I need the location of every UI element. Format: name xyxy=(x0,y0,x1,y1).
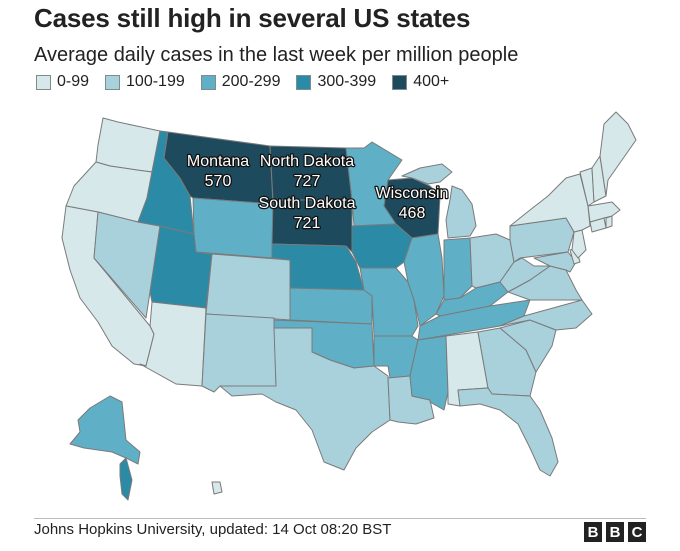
legend-item-100-199: 100-199 xyxy=(105,73,185,91)
state-colorado xyxy=(205,253,291,321)
footer-divider xyxy=(34,518,646,519)
legend-label: 0-99 xyxy=(57,73,90,90)
state-kansas xyxy=(289,287,373,325)
legend-item-200-299: 200-299 xyxy=(200,73,281,91)
legend-label: 400+ xyxy=(413,73,450,90)
legend: 0-99 100-199 200-299 300-399 400+ xyxy=(36,73,465,91)
legend-swatch xyxy=(392,74,408,90)
state-hawaii xyxy=(211,481,223,495)
state-alaska xyxy=(69,395,141,465)
state-alaska-panhandle xyxy=(119,457,133,501)
callout-north-dakota-name: North Dakota xyxy=(260,153,354,170)
state-michigan xyxy=(445,185,477,239)
callout-montana-name: Montana xyxy=(187,153,249,170)
legend-item-300-399: 300-399 xyxy=(296,73,376,91)
state-washington xyxy=(95,117,161,173)
state-illinois xyxy=(403,233,445,327)
state-north-carolina xyxy=(499,299,593,331)
legend-swatch xyxy=(200,74,216,90)
bbc-logo-letter: B xyxy=(606,522,624,542)
chart-title: Cases still high in several US states xyxy=(34,3,471,33)
legend-swatch xyxy=(296,74,312,90)
state-new-mexico xyxy=(201,313,277,393)
state-missouri xyxy=(359,267,419,337)
source-note: Johns Hopkins University, updated: 14 Oc… xyxy=(34,521,392,538)
callout-north-dakota-value: 727 xyxy=(294,173,321,190)
state-massachusetts xyxy=(587,201,621,223)
legend-label: 200-299 xyxy=(221,73,281,90)
callout-wisconsin-value: 468 xyxy=(399,205,426,222)
state-texas xyxy=(219,327,391,471)
state-florida xyxy=(457,387,559,477)
state-maine xyxy=(599,111,637,197)
callout-montana-value: 570 xyxy=(205,173,232,190)
state-rhode-island xyxy=(605,215,613,229)
state-south-dakota xyxy=(271,199,353,253)
legend-item-0-99: 0-99 xyxy=(36,73,89,91)
state-wyoming xyxy=(192,197,274,259)
state-maryland xyxy=(533,251,577,273)
legend-swatch xyxy=(36,74,51,90)
state-michigan-upper xyxy=(401,163,453,185)
legend-item-400-plus: 400+ xyxy=(392,73,449,91)
legend-label: 300-399 xyxy=(317,73,377,90)
callout-south-dakota-name: South Dakota xyxy=(259,195,356,212)
callout-wisconsin-name: Wisconsin xyxy=(376,185,449,202)
legend-label: 100-199 xyxy=(126,73,185,90)
bbc-logo-letter: C xyxy=(628,522,646,542)
bbc-logo: B B C xyxy=(580,522,646,542)
legend-swatch xyxy=(105,74,121,90)
bbc-logo-letter: B xyxy=(584,522,602,542)
chart-subtitle: Average daily cases in the last week per… xyxy=(34,44,519,66)
state-indiana xyxy=(443,237,473,301)
callout-south-dakota-value: 721 xyxy=(294,215,321,232)
